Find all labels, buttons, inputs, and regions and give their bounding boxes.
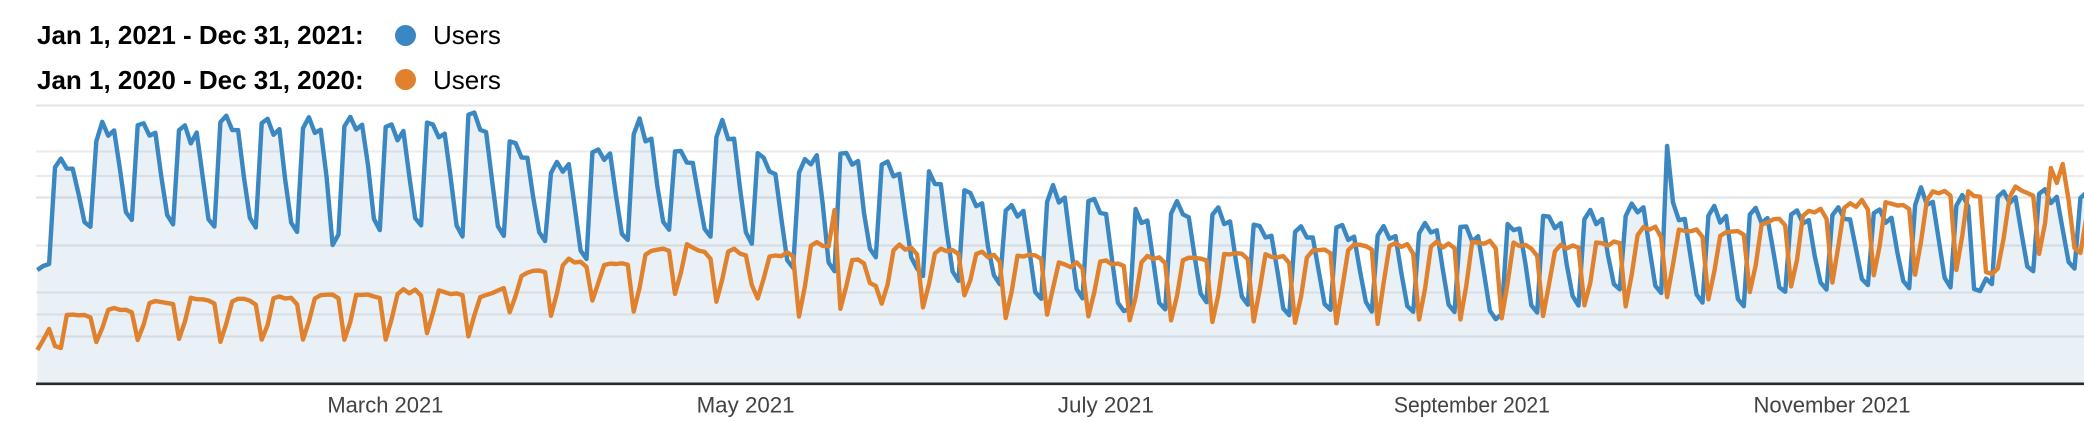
svg-text:May 2021: May 2021: [697, 393, 795, 418]
svg-text:November 2021: November 2021: [1754, 393, 1911, 418]
svg-text:March 2021: March 2021: [327, 393, 443, 418]
svg-text:September 2021: September 2021: [1394, 393, 1550, 418]
svg-text:July 2021: July 2021: [1058, 393, 1154, 418]
